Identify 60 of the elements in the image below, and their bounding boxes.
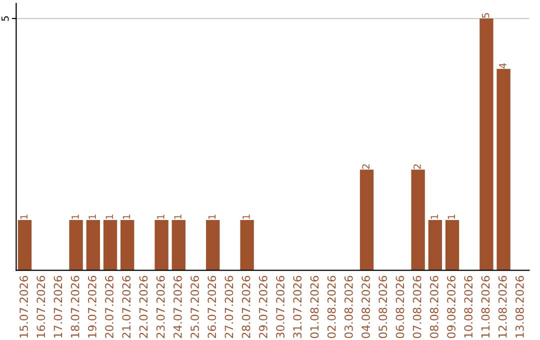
x-tick-label: 21.07.2026 (122, 276, 131, 338)
x-tick-label: 09.08.2026 (447, 276, 456, 338)
x-tick-label: 17.07.2026 (54, 276, 62, 338)
x-tick-label: 31.07.2026 (293, 276, 302, 338)
x-tick-label: 04.08.2026 (362, 276, 370, 338)
x-tick-label: 06.08.2026 (396, 276, 404, 338)
x-tick-label: 27.07.2026 (224, 276, 234, 338)
bar (103, 220, 118, 270)
bar (240, 220, 254, 270)
x-tick-label: 02.08.2026 (327, 276, 336, 338)
bar (428, 220, 442, 270)
x-tick-label: 29.07.2026 (258, 276, 268, 338)
bar (411, 170, 425, 270)
data-label: 1 (448, 214, 455, 219)
data-label: 2 (414, 164, 421, 169)
data-label: 1 (88, 214, 96, 219)
data-label: 1 (174, 214, 182, 219)
bar (120, 220, 134, 270)
x-tick-label: 23.07.2026 (156, 276, 165, 338)
data-label: 1 (106, 214, 113, 219)
data-label: 1 (242, 214, 250, 219)
x-tick-label: 01.08.2026 (310, 276, 319, 338)
x-tick-label: 07.08.2026 (412, 276, 422, 338)
x-tick-label: 24.07.2026 (173, 276, 182, 338)
x-tick-label: 12.08.2026 (498, 276, 507, 338)
x-tick-label: 05.08.2026 (378, 276, 388, 338)
bar (86, 220, 100, 270)
x-tick-label: 20.07.2026 (105, 276, 114, 338)
x-tick-label: 18.07.2026 (70, 276, 80, 338)
x-tick-label: 16.07.2026 (36, 276, 46, 338)
bar (480, 18, 494, 270)
data-label: 1 (157, 214, 164, 219)
x-tick-label: 28.07.2026 (242, 276, 250, 338)
x-tick-label: 10.08.2026 (464, 276, 473, 338)
data-label: 5 (482, 13, 490, 18)
data-label: 1 (208, 214, 216, 219)
bar (172, 220, 186, 270)
x-tick-label: 03.08.2026 (344, 276, 353, 338)
data-label: 1 (72, 214, 79, 219)
x-tick-label: 30.07.2026 (276, 276, 284, 338)
x-tick-label: 26.07.2026 (208, 276, 216, 338)
bar (445, 220, 460, 270)
x-tick-label: 13.08.2026 (515, 276, 524, 338)
data-label: 4 (499, 63, 506, 68)
bar (69, 220, 83, 270)
data-label: 1 (20, 214, 28, 219)
data-label: 1 (430, 214, 438, 219)
bar (206, 220, 220, 270)
x-tick-label: 08.08.2026 (430, 276, 438, 338)
x-tick-label: 22.07.2026 (139, 276, 148, 338)
bar (18, 220, 32, 270)
bar (154, 220, 168, 270)
x-tick-label: 19.07.2026 (88, 276, 96, 338)
data-label: 1 (122, 214, 130, 219)
x-tick-label: 25.07.2026 (190, 276, 199, 338)
x-tick-label: 11.08.2026 (481, 276, 490, 338)
bar (360, 170, 374, 270)
bar (496, 68, 510, 270)
data-label: 2 (362, 164, 370, 169)
x-tick-label: 15.07.2026 (20, 276, 28, 338)
